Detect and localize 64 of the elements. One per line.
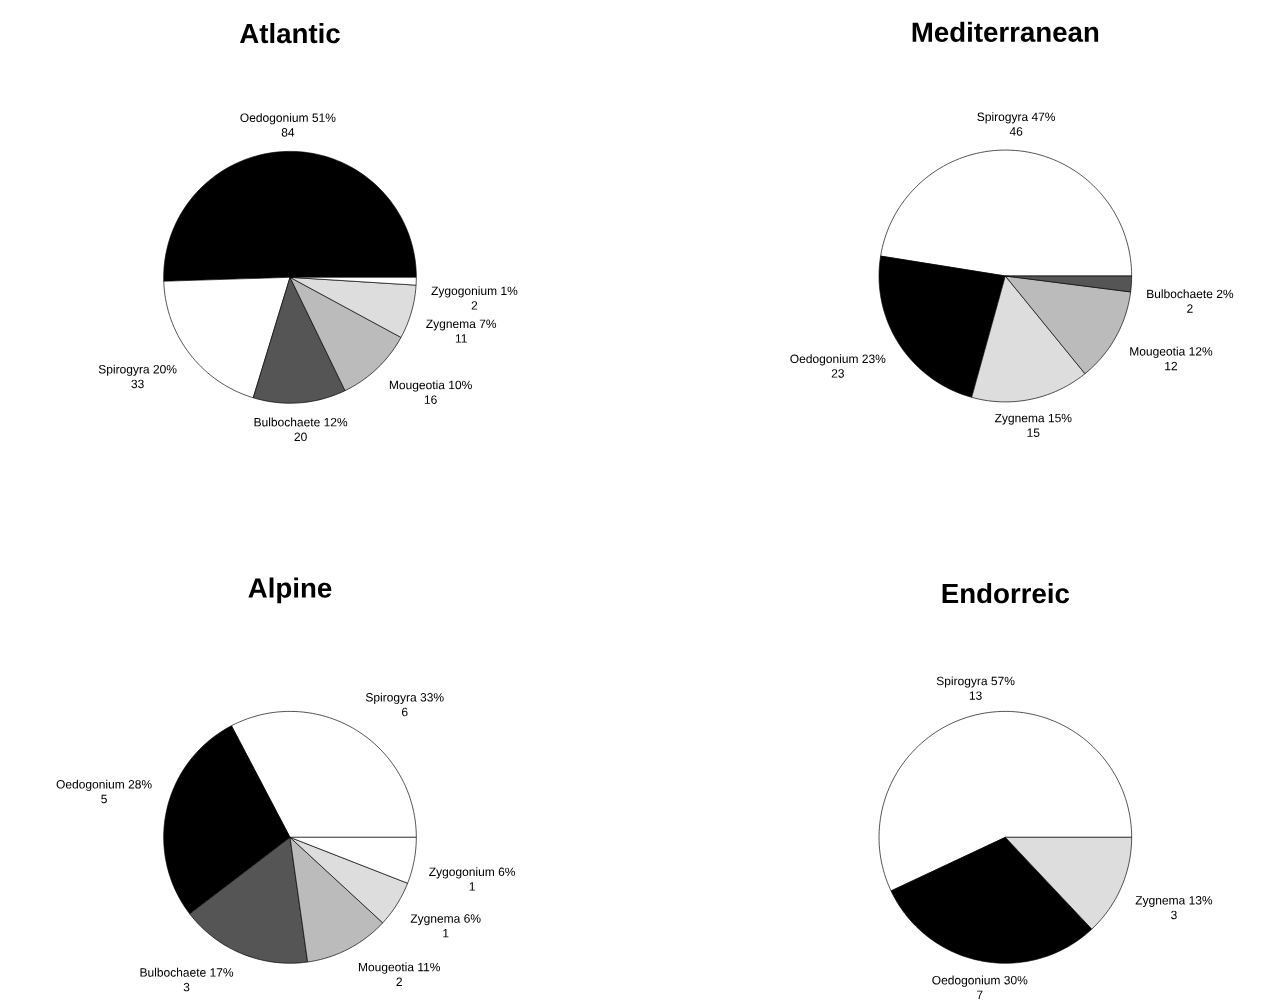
text: 2 [1187,304,1193,313]
text: 11 [455,334,467,343]
data-label: 28% [128,780,152,789]
data-label: 23% [862,354,886,364]
slice-label: Zygnema [994,413,1045,425]
text: 46 [1009,127,1023,136]
text: 3 [1171,910,1177,920]
chart-title: Endorreic [942,582,1070,604]
text: 3 [183,982,190,992]
data-label: 13% [1189,896,1213,905]
text: 20 [294,432,307,442]
text: 1 [443,929,449,938]
slice-label: Spirogyra [365,692,417,704]
text: 5 [101,794,107,804]
slice-label: Bulbochaete [254,417,320,427]
chart-title: Atlantic [240,22,340,44]
text: 12 [1165,361,1178,371]
text: 84 [281,128,295,137]
data-label: 17% [210,968,234,977]
data-label: 12% [1189,347,1213,356]
slice-label: Bulbochaete [140,967,206,977]
text: 13 [969,691,982,700]
slice-label: Oedogonium [932,975,1000,987]
slice-label: Zygnema [410,914,461,926]
chart-title: Alpine [248,577,332,604]
data-label: 33% [420,693,444,702]
text: 6 [401,707,408,717]
slice-label: Zygnema [426,319,476,331]
data-label: 20% [153,365,177,374]
data-label: 7% [479,319,497,328]
data-label: 47% [1031,112,1056,121]
data-label: 2% [1216,289,1234,299]
slice-label: Zygnema [1135,896,1186,907]
text: 2 [471,301,478,310]
slice-label: Mougeotia [1130,346,1186,358]
data-label: 51% [312,113,336,122]
text: 2 [396,977,402,986]
slice-label: Oedogonium [56,779,124,791]
data-label: 11% [418,962,441,972]
text: 1 [469,882,475,891]
slice-label: Spirogyra [98,364,150,376]
data-label: 10% [449,380,472,390]
slice-label: Oedogonium [790,354,858,366]
data-label: 6% [498,867,516,877]
slice-label: Oedogonium [240,113,308,125]
slice-label: Spirogyra [936,676,988,688]
data-label: 1% [501,286,518,296]
slice-label: Zygogonium [429,867,494,879]
data-label: 12% [324,417,348,427]
chart-title: Mediterranean [912,21,1099,42]
data-label: 15% [1048,413,1072,423]
text: 7 [977,990,983,999]
data-label: 30% [1004,975,1028,985]
text: 16 [424,395,437,404]
slice-label: Zygogonium [431,286,497,298]
data-label: 6% [464,914,481,923]
slice-label: Mougeotia [358,962,414,974]
text: 15 [1027,428,1040,437]
text: 33 [131,379,144,389]
slice-label: Spirogyra [977,112,1029,124]
text: 23 [831,369,844,378]
slice-label: Bulbochaete [1147,289,1213,299]
slice-label: Mougeotia [389,380,445,392]
data-label: 57% [991,676,1015,686]
